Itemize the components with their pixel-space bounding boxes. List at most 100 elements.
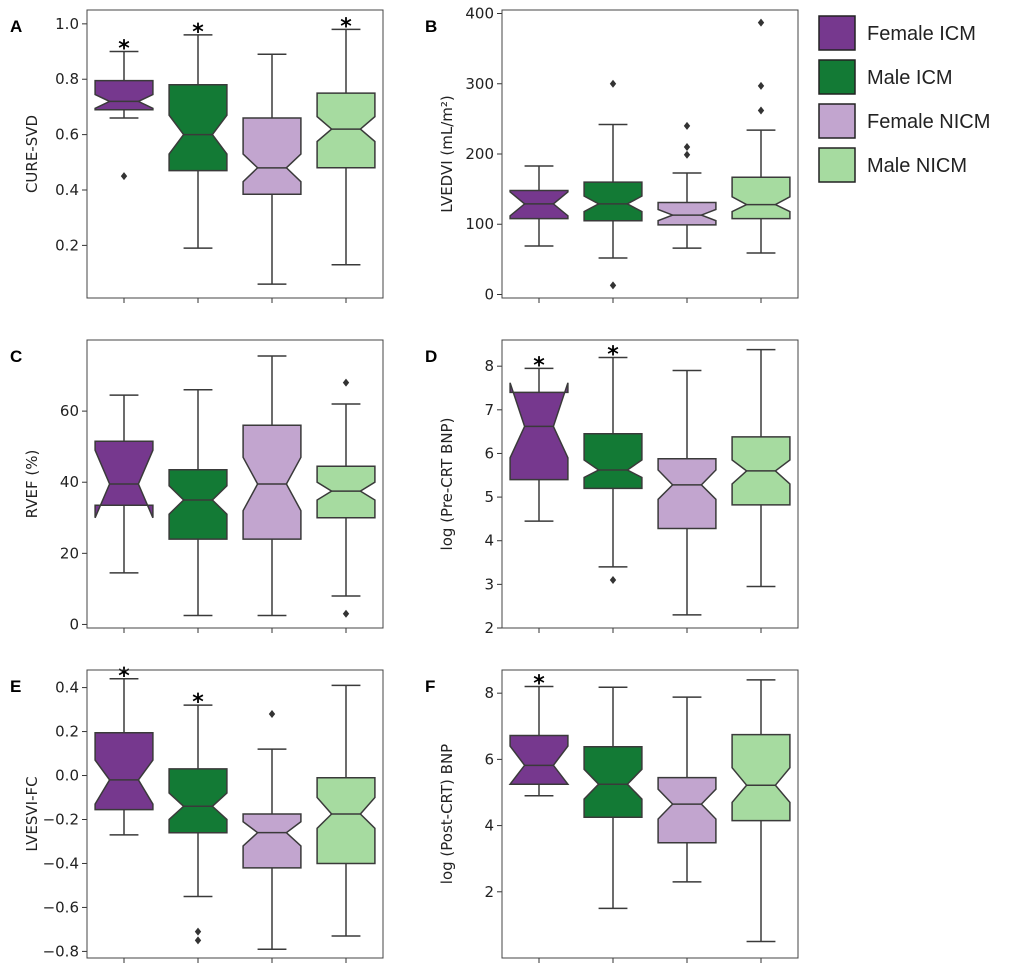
panel-e-outlier <box>268 709 276 718</box>
panel-a-ytick-label: 1.0 <box>55 15 79 33</box>
panel-a-significance-star: * <box>340 14 352 39</box>
panel-d-ylabel: log (Pre-CRT BNP) <box>438 418 456 551</box>
panel-b-box-male-icm <box>583 181 643 222</box>
panel-a-ytick-label: 0.8 <box>55 70 79 88</box>
panel-b-letter: B <box>425 17 437 36</box>
panel-d-box-male-icm <box>583 433 643 490</box>
panel-f-ylabel: log (Post-CRT) BNP <box>438 744 456 884</box>
panel-b-ytick-label: 100 <box>465 215 494 233</box>
panel-c-box-male-nicm <box>316 465 376 519</box>
panel-e-box-male-icm <box>168 768 228 834</box>
panel-b-outlier <box>757 106 765 115</box>
panel-a-ylabel: CURE-SVD <box>23 115 41 193</box>
panel-e-box-female-nicm <box>242 813 302 869</box>
panel-b-ytick-label: 0 <box>484 285 494 303</box>
panel-b-ytick-label: 200 <box>465 145 494 163</box>
panel-c-outlier <box>342 609 350 618</box>
panel-a-letter: A <box>10 17 22 36</box>
legend-label: Female ICM <box>867 23 976 45</box>
panel-a-frame <box>86 9 384 299</box>
panel-a-box-female-nicm <box>242 117 302 195</box>
panel-b-outlier <box>683 142 691 151</box>
panel-f: F 2 4 6 8 log (Post-CRT) BNP * <box>425 669 799 963</box>
panel-f-ytick-label: 6 <box>484 750 494 768</box>
panel-e-box-female-icm <box>94 731 154 811</box>
panel-e: E −0.8 −0.6 −0.4 −0.2 0.0 0.2 0.4 LVESVI-FC * * <box>10 664 384 963</box>
legend-swatch <box>818 147 856 183</box>
panel-d-outlier <box>609 576 617 584</box>
panel-f-ytick-label: 2 <box>484 883 494 901</box>
panel-b-box-male-nicm <box>731 176 791 220</box>
panel-d-ytick-label: 4 <box>484 532 494 550</box>
panel-d-significance-star: * <box>533 353 545 378</box>
panel-d-ytick-label: 2 <box>484 619 494 637</box>
panel-e-box-male-nicm <box>316 776 376 865</box>
panel-f-box-female-icm <box>508 734 570 785</box>
panel-c-ylabel: RVEF (%) <box>23 450 41 519</box>
panel-a-ytick-label: 0.6 <box>55 126 79 144</box>
panel-d-ytick-label: 3 <box>484 575 494 593</box>
panel-b-ytick-label: 300 <box>465 75 494 93</box>
panel-d-letter: D <box>425 347 437 366</box>
panel-a-significance-star: * <box>118 37 130 62</box>
panel-f-letter: F <box>425 677 435 696</box>
panel-b-outlier <box>757 18 765 27</box>
panel-a-ytick-label: 0.2 <box>55 236 79 254</box>
legend: Female ICM Male ICM Female NICM Male NICM <box>818 15 990 183</box>
panel-a-box-male-nicm <box>316 92 376 169</box>
panel-d-ytick-label: 7 <box>484 401 494 419</box>
panel-f-box-male-nicm <box>731 733 791 822</box>
panel-e-ytick-label: 0.0 <box>55 767 79 785</box>
panel-f-significance-star: * <box>533 672 545 697</box>
panel-b-ytick-label: 400 <box>465 5 494 23</box>
panel-b-frame <box>501 9 799 299</box>
panel-b: B 0 100 200 300 400 LVEDVI (mL/m²) <box>425 5 799 303</box>
panel-c-box-female-nicm <box>242 424 302 540</box>
panel-a-outlier <box>120 172 128 181</box>
legend-label: Female NICM <box>867 111 990 133</box>
legend-swatch <box>818 59 856 95</box>
panel-b-outlier <box>609 281 617 290</box>
panel-c-box-male-icm <box>168 469 228 540</box>
panel-c-ytick-label: 60 <box>60 402 79 420</box>
legend-label: Male NICM <box>867 155 967 177</box>
panel-a-significance-star: * <box>192 20 204 45</box>
panel-d: D 2 3 4 5 6 7 8 log (Pre-CRT BNP) * * <box>425 339 799 637</box>
panel-c-ytick-label: 40 <box>60 473 79 491</box>
panel-a-box-male-icm <box>168 84 228 172</box>
panel-f-frame <box>501 669 799 959</box>
panel-e-letter: E <box>10 677 21 696</box>
panel-e-ylabel: LVESVI-FC <box>23 776 41 851</box>
panel-d-box-female-icm <box>509 382 569 481</box>
panel-c-ytick-label: 0 <box>69 615 79 633</box>
panel-d-ytick-label: 5 <box>484 488 494 506</box>
panel-e-ytick-label: −0.4 <box>43 854 79 872</box>
panel-c-letter: C <box>10 347 22 366</box>
panel-c-ytick-label: 20 <box>60 544 79 562</box>
panel-d-frame <box>501 339 799 629</box>
panel-a-ytick-label: 0.4 <box>55 181 79 199</box>
panel-e-ytick-label: 0.2 <box>55 723 79 741</box>
panel-c-outlier <box>342 378 350 387</box>
panel-e-significance-star: * <box>192 690 204 715</box>
panel-b-ylabel: LVEDVI (mL/m²) <box>438 95 456 213</box>
panel-e-frame <box>86 669 384 959</box>
panel-e-outlier <box>194 936 202 945</box>
legend-label: Male ICM <box>867 67 953 89</box>
panel-d-box-female-nicm <box>657 457 717 530</box>
panel-e-significance-star: * <box>118 664 130 689</box>
panel-b-outlier <box>683 150 691 159</box>
panel-f-ytick-label: 4 <box>484 817 494 835</box>
panel-b-outlier <box>683 121 691 130</box>
panel-d-ytick-label: 8 <box>484 357 494 375</box>
panel-a: A 0.2 0.4 0.6 0.8 1.0 CURE-SVD * * * <box>10 9 384 303</box>
panel-e-ytick-label: −0.2 <box>43 810 79 828</box>
legend-swatch <box>818 15 856 51</box>
panel-e-outlier <box>194 927 202 936</box>
panel-b-outlier <box>757 81 765 90</box>
legend-swatch <box>818 103 856 139</box>
panel-e-ytick-label: −0.8 <box>43 942 79 960</box>
panel-c-box-female-icm <box>94 440 154 519</box>
panel-f-box-male-icm <box>583 746 643 819</box>
